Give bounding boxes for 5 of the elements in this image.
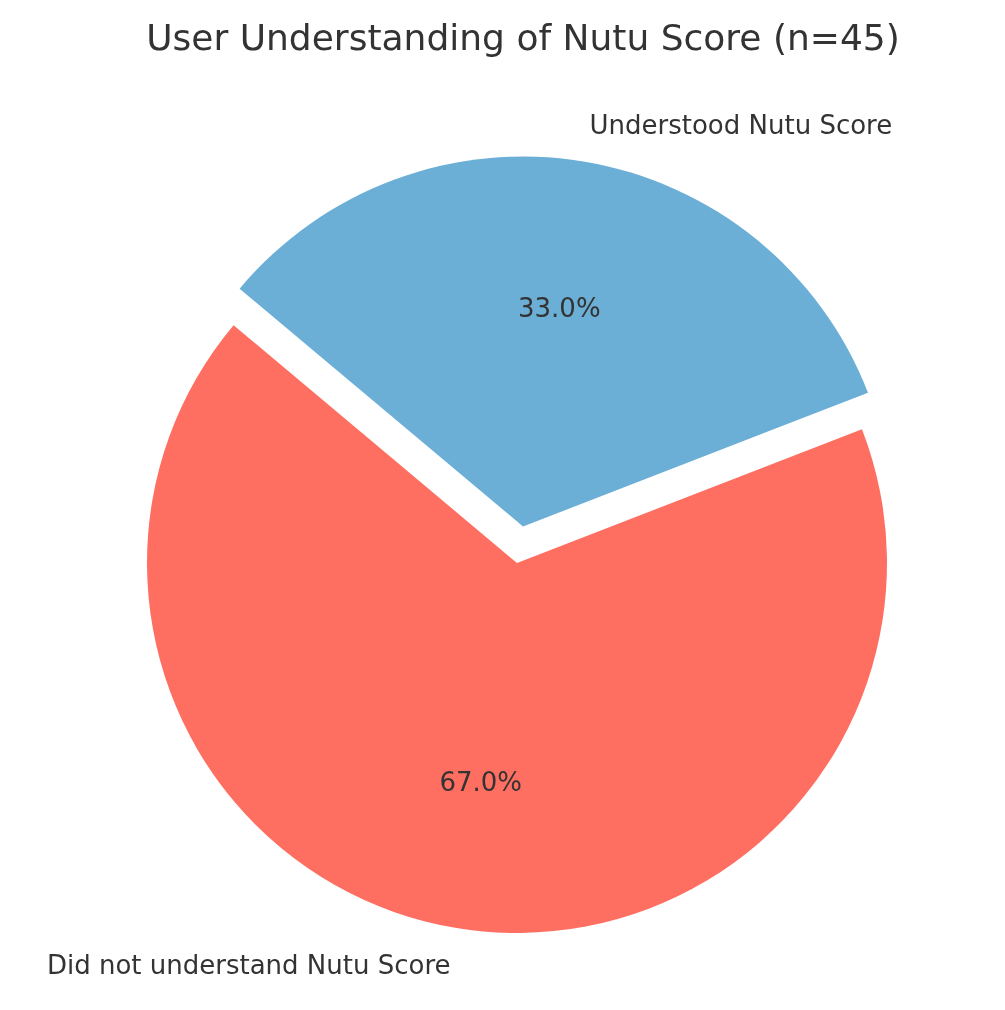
slice-label: Understood Nutu Score [589,110,893,141]
data-label: 67.0% [439,767,523,798]
chart-title: User Understanding of Nutu Score (n=45) [146,17,900,58]
slice-label: Did not understand Nutu Score [46,949,451,980]
data-label: 33.0% [518,292,601,323]
